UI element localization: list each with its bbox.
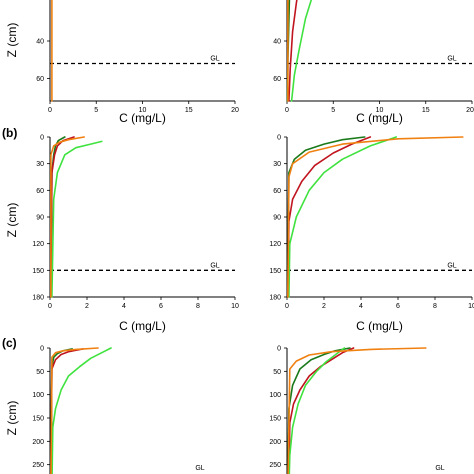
chart-panel-c-left: 0 50 100 150 200 250 Z (cm) GL [5,346,205,474]
y-tick-label: 150 [32,268,44,275]
series-line-lightgreen [288,136,397,298]
y-tick-label: 40 [273,39,281,46]
series-line-orange [287,136,464,298]
y-tick-label: 150 [269,268,281,275]
chart-panel-c-right: 0 50 100 150 200 250 GL [269,346,445,474]
x-tick-label: 2 [322,303,326,310]
panel-label-b: (b) [2,126,17,140]
y-tick-label: 50 [273,369,281,376]
chart-panel-b-left: 0 2 4 6 8 10 0 30 60 90 120 150 180 Z (cm) C (mg/L) GL [5,135,239,334]
y-axis-label: Z (cm) [5,401,19,436]
y-tick-label: 200 [269,439,281,446]
series-line-lightgreen [51,140,103,298]
y-tick-label: 250 [269,462,281,469]
x-tick-label: 0 [285,107,289,114]
ground-level-label: GL [210,56,219,63]
y-tick-label: 0 [277,346,281,353]
series-line-lightgreen [51,347,112,474]
series-line-lightgreen [288,347,346,474]
series-line-red [287,136,372,298]
x-tick-label: 0 [48,303,52,310]
chart-panel-a-left: 0 5 10 15 20 40 60 Z (cm) C (mg/L) GL [5,0,239,125]
x-tick-label: 5 [94,107,98,114]
y-tick-label: 250 [32,462,44,469]
y-tick-label: 200 [32,439,44,446]
series-line-red [288,347,355,474]
y-axis-label: Z (cm) [5,203,19,238]
y-tick-label: 150 [269,416,281,423]
x-tick-label: 15 [185,107,193,114]
series-line-darkgreen [287,136,366,298]
x-tick-label: 6 [159,303,163,310]
y-tick-label: 100 [269,392,281,399]
x-tick-label: 0 [285,303,289,310]
x-tick-label: 4 [122,303,126,310]
y-tick-label: 60 [36,76,44,83]
y-tick-label: 180 [269,295,281,302]
x-tick-label: 5 [331,107,335,114]
x-tick-label: 2 [85,303,89,310]
x-tick-label: 6 [396,303,400,310]
x-tick-label: 15 [422,107,430,114]
ground-level-label: GL [435,465,444,472]
x-tick-label: 10 [468,303,474,310]
ground-level-label: GL [210,262,219,269]
x-tick-label: 10 [376,107,384,114]
ground-level-label: GL [195,465,204,472]
y-tick-label: 0 [40,346,44,353]
y-tick-label: 100 [32,392,44,399]
x-axis-label: C (mg/L) [356,319,403,333]
chart-panel-b-right: 0 2 4 6 8 10 0 30 60 90 120 150 180 C (mg/L) GL [269,135,474,334]
series-line-orange [50,347,99,474]
y-tick-label: 50 [36,369,44,376]
chart-panel-a-right: 0 5 10 15 200 40 60 C (mg/L) GL [273,0,474,125]
x-axis-label: C (mg/L) [119,319,166,333]
y-tick-label: 40 [36,39,44,46]
panel-label-c: (c) [2,336,17,350]
y-tick-label: 90 [273,215,281,222]
y-tick-label: 60 [273,76,281,83]
y-tick-label: 60 [36,188,44,195]
x-tick-label: 200 [466,107,474,114]
x-axis-label: C (mg/L) [119,111,166,125]
ground-level-label: GL [447,262,456,269]
series-line-red [288,0,298,102]
x-axis-label: C (mg/L) [356,111,403,125]
ground-level-label: GL [447,56,456,63]
series-line-orange [50,136,85,298]
y-tick-label: 150 [32,416,44,423]
y-tick-label: 30 [36,161,44,168]
x-tick-label: 10 [231,303,239,310]
y-tick-label: 30 [273,161,281,168]
y-tick-label: 120 [269,241,281,248]
y-tick-label: 0 [277,135,281,142]
y-axis-label: Z (cm) [5,23,19,58]
x-tick-label: 4 [359,303,363,310]
x-tick-label: 8 [196,303,200,310]
y-tick-label: 90 [36,215,44,222]
x-tick-label: 8 [433,303,437,310]
y-tick-label: 60 [273,188,281,195]
y-tick-label: 180 [32,295,44,302]
series-line-lightgreen [290,0,313,102]
x-tick-label: 20 [231,107,239,114]
x-tick-label: 10 [139,107,147,114]
series-line-darkgreen [50,348,73,474]
x-tick-label: 0 [48,107,52,114]
series-line-orange [287,347,427,474]
y-tick-label: 120 [32,241,44,248]
y-tick-label: 0 [40,135,44,142]
